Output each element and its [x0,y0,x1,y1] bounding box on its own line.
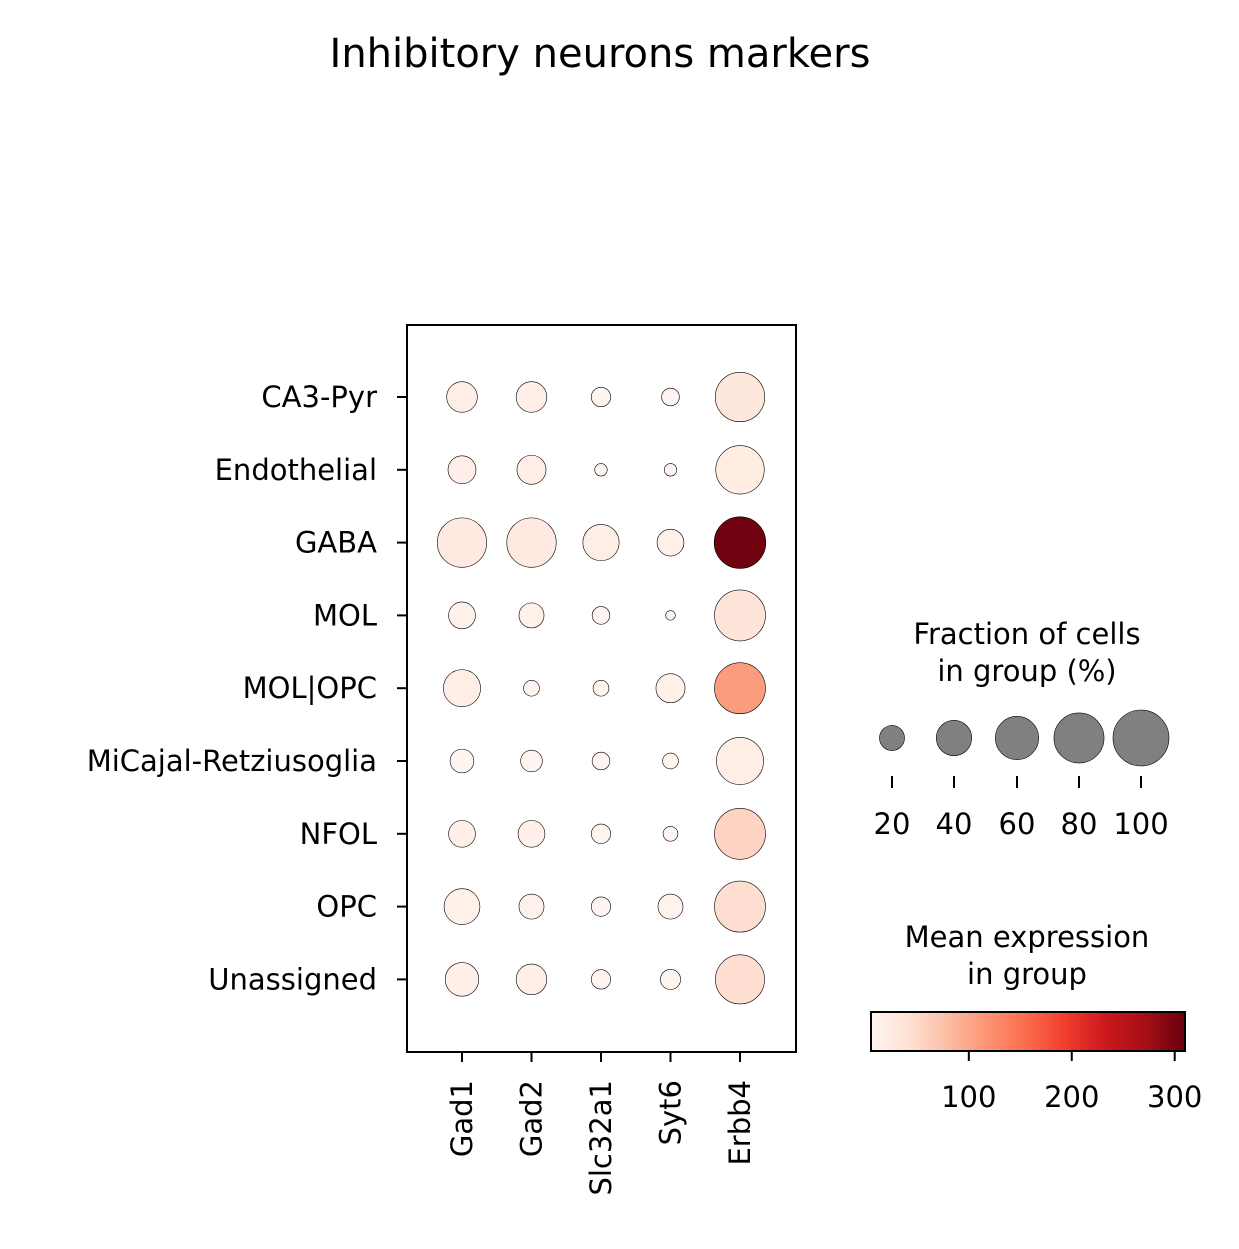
dot [521,750,543,772]
dot [519,894,544,919]
dot [518,820,545,847]
dot [663,753,679,769]
dot [714,881,765,932]
size-legend-dot [879,725,904,750]
size-legend-dot [1113,710,1169,766]
y-axis: CA3-Pyr Endothelial GABA MOL MOL|OPC MiCajal-… [87,380,407,996]
dot [524,680,540,696]
y-tick-label: Endothelial [215,453,377,487]
dot [592,607,610,625]
dot [658,894,683,919]
dot [516,382,547,413]
dot [592,752,610,770]
dot [657,529,684,556]
dot [517,455,546,484]
dot [714,808,765,859]
chart-title: Inhibitory neurons markers [330,31,871,77]
dot [662,388,680,406]
x-axis: Gad1 Gad2 Slc32a1 Syt6 Erbb4 [445,1052,757,1196]
dot [591,897,610,916]
dot [448,456,476,484]
colorbar-tick-label: 100 [941,1080,996,1114]
dot [445,963,479,997]
dot [591,970,610,989]
dot [663,826,678,841]
size-legend-label: 100 [1113,807,1168,841]
dot [714,517,766,569]
y-tick-label: OPC [316,890,377,924]
size-legend-label: 60 [999,807,1036,841]
y-tick-label: MOL [313,598,377,632]
size-legend-dot [1054,713,1104,763]
dot [444,889,480,925]
color-legend-title: Mean expression in group [905,920,1150,991]
y-tick-label: GABA [295,526,377,560]
dot [716,446,764,494]
dot [595,464,608,477]
dot [507,518,556,567]
size-legend-label: 40 [936,807,973,841]
dot [714,663,765,714]
x-tick-label: Slc32a1 [584,1080,618,1196]
dot [447,382,478,413]
dot [666,611,676,621]
dot [449,602,476,629]
size-legend-dot [995,716,1038,759]
dot [443,670,480,707]
x-tick-label: Erbb4 [723,1080,757,1166]
dot [516,964,547,995]
size-legend-label: 80 [1061,807,1098,841]
colorbar [871,1012,1185,1051]
colorbar-tick-label: 300 [1147,1080,1202,1114]
dot [656,674,685,703]
dot [583,524,619,560]
y-tick-label: Unassigned [208,962,377,996]
dot [449,820,476,847]
size-legend: Fraction of cells in group (%) 20 40 60 80 10… [874,617,1169,841]
y-tick-label: CA3-Pyr [261,380,377,414]
size-legend-dot [936,720,971,755]
dot [716,737,763,784]
dot [593,680,609,696]
dot [591,824,610,843]
dot [715,372,764,421]
dot [519,603,544,628]
x-tick-label: Syt6 [654,1080,688,1145]
dot [437,518,486,567]
color-legend: Mean expression in group 100 200 300 [871,920,1202,1114]
dot [715,955,764,1004]
x-tick-label: Gad2 [515,1080,549,1157]
dot [660,969,680,989]
dot-grid [437,372,766,1004]
size-legend-title: Fraction of cells in group (%) [913,617,1140,688]
dot [664,464,677,477]
y-tick-label: MOL|OPC [243,671,377,705]
y-tick-label: MiCajal-Retziusoglia [87,744,377,778]
y-tick-label: NFOL [300,817,377,851]
dot [591,387,610,406]
colorbar-tick-label: 200 [1044,1080,1099,1114]
x-tick-label: Gad1 [445,1080,479,1157]
dot [714,590,765,641]
size-legend-label: 20 [874,807,911,841]
dot [450,749,474,773]
